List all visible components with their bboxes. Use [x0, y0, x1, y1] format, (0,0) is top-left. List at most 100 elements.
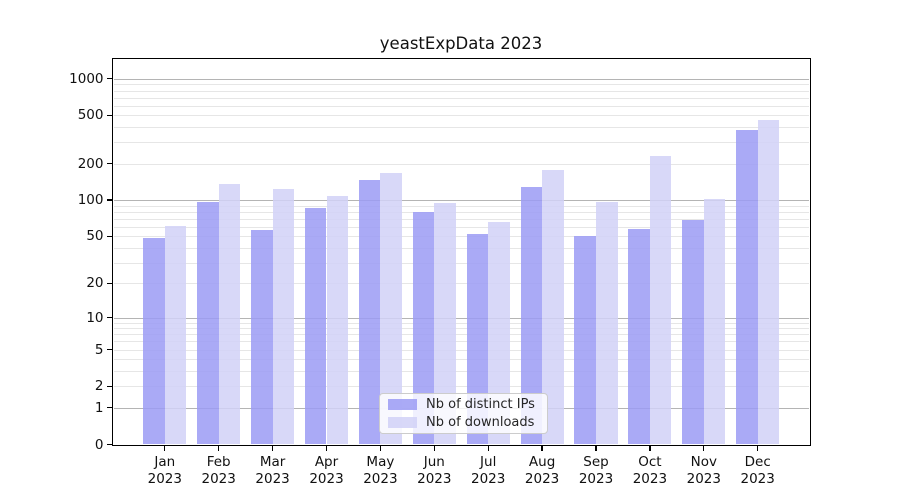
legend-swatch-downloads — [388, 417, 417, 428]
y-tick-mark — [107, 78, 112, 80]
minor-gridline — [113, 218, 809, 220]
bar-distinct-ips — [736, 130, 758, 445]
x-tick-label: Feb 2023 — [201, 453, 236, 488]
x-tick-mark — [271, 446, 274, 451]
x-tick-label: Aug 2023 — [524, 453, 560, 488]
y-tick-mark — [107, 385, 112, 388]
minor-gridline — [113, 322, 809, 324]
y-tick-mark — [107, 282, 112, 284]
minor-gridline — [113, 211, 809, 213]
minor-gridline — [113, 341, 809, 343]
y-tick-label: 2 — [94, 378, 104, 395]
x-tick-mark — [595, 446, 597, 451]
x-tick-mark — [433, 446, 435, 451]
legend-label-distinct-ips: Nb of distinct IPs — [426, 397, 535, 412]
y-tick-mark — [107, 114, 112, 117]
bar-distinct-ips — [574, 236, 596, 445]
bar-downloads — [434, 203, 456, 445]
y-tick-mark — [107, 348, 112, 351]
minor-gridline — [113, 97, 809, 99]
y-tick-mark — [107, 443, 112, 446]
bar-distinct-ips — [520, 186, 543, 445]
x-tick-label: Jul 2023 — [471, 453, 506, 488]
y-tick-mark — [107, 407, 112, 409]
x-tick-label: Nov 2023 — [686, 453, 721, 488]
minor-gridline — [113, 328, 809, 330]
bar-downloads — [164, 226, 187, 445]
x-tick-label: Dec 2023 — [740, 453, 775, 488]
major-gridline — [113, 200, 809, 202]
legend: Nb of distinct IPs Nb of downloads — [379, 393, 548, 434]
bar-downloads — [649, 155, 672, 445]
x-tick-label: Jan 2023 — [147, 453, 182, 488]
minor-gridline — [113, 262, 809, 264]
minor-gridline — [113, 371, 809, 373]
minor-gridline — [113, 226, 809, 228]
x-tick-label: Apr 2023 — [309, 453, 344, 488]
legend-label-downloads: Nb of downloads — [426, 415, 535, 430]
minor-gridline — [113, 127, 809, 129]
minor-gridline — [113, 283, 809, 285]
x-tick-mark — [164, 446, 166, 451]
y-tick-mark — [107, 199, 112, 201]
major-gridline — [113, 78, 809, 80]
x-tick-label: Oct 2023 — [632, 453, 668, 488]
y-tick-label: 0 — [94, 436, 104, 453]
x-tick-mark — [649, 446, 651, 451]
bar-distinct-ips — [358, 179, 381, 445]
x-tick-mark — [379, 446, 382, 451]
x-tick-mark — [541, 446, 543, 451]
bar-downloads — [542, 169, 564, 445]
y-tick-label: 20 — [86, 275, 104, 292]
bar-downloads — [596, 201, 618, 445]
y-tick-label: 5 — [94, 341, 104, 358]
y-tick-mark — [107, 163, 112, 165]
minor-gridline — [113, 84, 809, 86]
bar-distinct-ips — [682, 219, 704, 445]
legend-entry-distinct-ips: Nb of distinct IPs — [388, 397, 539, 412]
x-tick-label: Mar 2023 — [255, 453, 290, 488]
bar-distinct-ips — [251, 229, 273, 445]
y-tick-mark — [107, 316, 112, 319]
x-tick-mark — [757, 446, 759, 451]
x-tick-label: Jun 2023 — [417, 453, 452, 488]
bar-downloads — [218, 184, 241, 445]
x-tick-mark — [487, 446, 489, 451]
y-tick-label: 50 — [86, 228, 104, 245]
bar-downloads — [326, 195, 349, 445]
y-tick-label: 500 — [77, 107, 104, 124]
y-tick-label: 200 — [77, 155, 104, 172]
y-tick-label: 10 — [86, 309, 104, 326]
bar-distinct-ips — [197, 201, 219, 445]
y-tick-label: 1000 — [69, 70, 104, 87]
bar-downloads — [757, 120, 780, 445]
minor-gridline — [113, 105, 809, 107]
minor-gridline — [113, 142, 809, 144]
bar-distinct-ips — [466, 234, 489, 445]
minor-gridline — [113, 359, 809, 361]
bar-distinct-ips — [628, 228, 650, 445]
minor-gridline — [113, 205, 809, 207]
minor-gridline — [113, 334, 809, 336]
y-tick-mark — [107, 235, 112, 238]
x-tick-label: Sep 2023 — [578, 453, 614, 488]
bar-downloads — [272, 188, 295, 445]
minor-gridline — [113, 90, 809, 92]
legend-swatch-distinct-ips — [388, 399, 417, 410]
minor-gridline — [113, 386, 809, 388]
bar-distinct-ips — [143, 238, 165, 445]
x-tick-mark — [703, 446, 705, 451]
y-tick-label: 1 — [94, 399, 104, 416]
bar-downloads — [380, 172, 402, 445]
x-tick-mark — [218, 446, 220, 451]
y-tick-label: 100 — [77, 192, 104, 209]
legend-entry-downloads: Nb of downloads — [388, 415, 539, 430]
minor-gridline — [113, 236, 809, 238]
bar-distinct-ips — [412, 211, 435, 445]
minor-gridline — [113, 163, 809, 165]
major-gridline — [113, 317, 809, 319]
x-tick-mark — [325, 446, 328, 451]
minor-gridline — [113, 349, 809, 351]
minor-gridline — [113, 115, 809, 117]
